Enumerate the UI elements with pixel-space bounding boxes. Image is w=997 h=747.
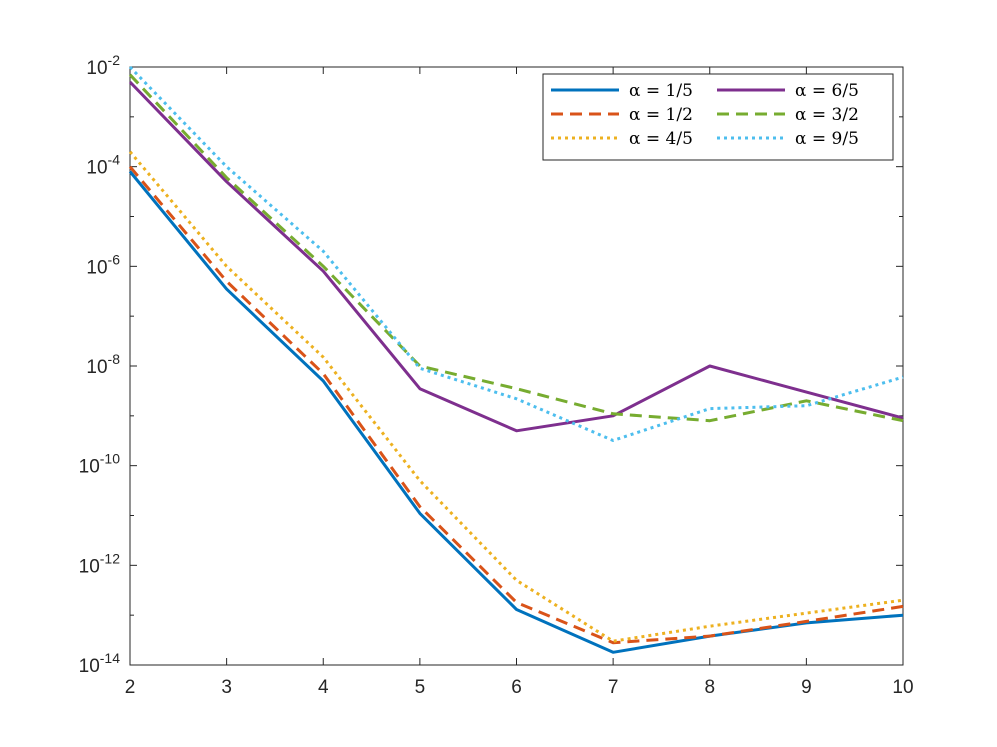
x-tick-label: 8 <box>704 677 715 698</box>
y-tick-label: 10-4 <box>86 152 120 179</box>
legend: α = 1/5 α = 1/2 α = 4/5 α = 6/5 α = 3/2 α = 9… <box>542 73 894 161</box>
y-tick-label: 10-2 <box>86 52 120 79</box>
y-tick-label: 10-6 <box>86 251 120 278</box>
y-tick-label: 10-14 <box>79 650 121 677</box>
legend-label: α = 4/5 <box>629 129 693 149</box>
x-tick-label: 3 <box>221 677 232 698</box>
x-tick-label: 4 <box>318 677 329 698</box>
series-line-6 <box>128 65 904 442</box>
x-tick-label: 6 <box>511 677 522 698</box>
legend-label: α = 1/5 <box>629 81 693 101</box>
plot-area <box>129 66 904 666</box>
series-line-1 <box>128 170 904 654</box>
legend-box <box>542 73 894 161</box>
y-tick-label: 10-10 <box>79 451 121 478</box>
y-tick-label: 10-12 <box>79 550 121 577</box>
y-axis: 10-14 10-12 10-10 10-8 10-6 10-4 10-2 <box>79 52 903 677</box>
legend-label: α = 9/5 <box>795 129 859 149</box>
series-layer <box>128 65 904 654</box>
x-tick-label: 5 <box>415 677 426 698</box>
legend-label: α = 6/5 <box>795 81 859 101</box>
x-axis: 2 3 4 5 6 7 8 9 10 <box>125 67 914 698</box>
axes-box <box>129 66 904 666</box>
x-tick-label: 10 <box>892 677 913 698</box>
series-line-3 <box>128 150 904 643</box>
x-tick-label: 7 <box>608 677 619 698</box>
y-tick-label: 10-8 <box>86 351 120 378</box>
series-line-2 <box>128 165 904 645</box>
series-line-4 <box>128 80 904 433</box>
x-tick-label: 9 <box>801 677 812 698</box>
legend-label: α = 1/2 <box>629 105 693 125</box>
x-tick-label: 2 <box>125 677 136 698</box>
legend-label: α = 3/2 <box>795 105 859 125</box>
